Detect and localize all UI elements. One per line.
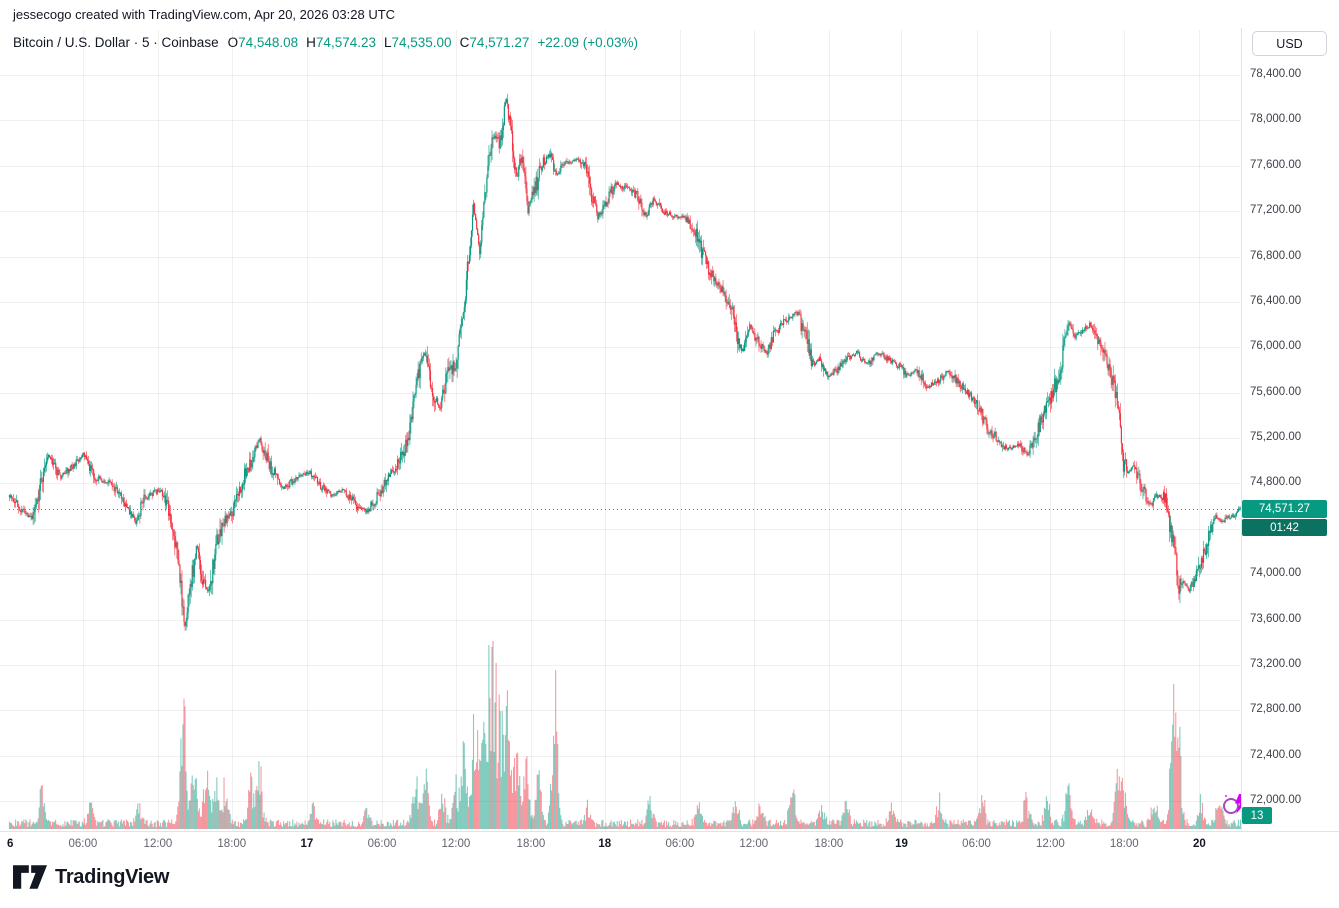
price-tick-label: 73,600.00	[1250, 612, 1302, 625]
low-value: L74,535.00	[384, 35, 452, 50]
time-tick-label: 18:00	[1109, 838, 1139, 850]
price-tick-label: 72,800.00	[1250, 703, 1302, 716]
high-number: 74,574.23	[315, 35, 376, 50]
price-tick-label: 75,200.00	[1250, 431, 1302, 443]
change-value: +22.09 (+0.03%)	[537, 35, 638, 50]
price-tick-label: 78,000.00	[1250, 113, 1302, 126]
low-number: 74,535.00	[391, 35, 452, 50]
price-tick-label: 74,800.00	[1250, 476, 1302, 489]
time-tick-label: 18:00	[217, 838, 247, 850]
attribution-text: jessecogo created with TradingView.com, …	[13, 7, 396, 22]
time-axis[interactable]: 6 06:00 12:00 18:00 17 06:00 12:00 18:00 18 06:00…	[0, 831, 1339, 858]
price-tick-label: 77,200.00	[1250, 204, 1302, 217]
close-value: C74,571.27	[460, 35, 530, 50]
price-tick-label: 77,600.00	[1250, 158, 1302, 171]
last-price-label: 74,571.27	[1242, 500, 1327, 519]
price-tick-label: 76,400.00	[1250, 294, 1302, 307]
close-label: C	[459, 35, 470, 50]
tradingview-logo-text: TradingView	[55, 865, 170, 888]
time-tick-label: 06:00	[367, 838, 397, 850]
bar-countdown-label: 01:42	[1242, 519, 1327, 537]
price-tick-label: 72,000.00	[1250, 794, 1302, 806]
time-tick-label: 12:00	[143, 838, 173, 850]
open-number: 74,548.08	[238, 35, 299, 50]
high-value: H74,574.23	[306, 35, 376, 50]
price-tick-label: 78,400.00	[1250, 68, 1302, 80]
time-tick-label: 6	[7, 838, 14, 850]
chart-header: Bitcoin / U.S. Dollar · 5 · Coinbase O74…	[13, 35, 638, 50]
time-tick-label: 12:00	[739, 838, 769, 850]
ohlc-values: O74,548.08 H74,574.23 L74,535.00 C74,571…	[228, 35, 638, 50]
time-tick-label: 12:00	[441, 838, 471, 850]
tradingview-logo-icon	[13, 865, 47, 889]
symbol-title[interactable]: Bitcoin / U.S. Dollar · 5 · Coinbase	[13, 35, 219, 50]
time-tick-label: 18	[598, 838, 612, 850]
low-label: L	[383, 35, 392, 50]
time-tick-label: 06:00	[962, 838, 991, 850]
time-tick-label: 19	[895, 838, 908, 850]
time-tick-label: 12:00	[1036, 838, 1065, 850]
price-tick-label: 76,800.00	[1250, 249, 1302, 262]
time-tick-label: 06:00	[68, 838, 98, 850]
high-label: H	[306, 35, 316, 50]
currency-usd-button[interactable]: USD	[1252, 31, 1327, 56]
price-tick-label: 73,200.00	[1250, 657, 1302, 670]
price-axis[interactable]: 74,571.27 01:42 13 78,400.00 78,000.00 77,…	[1241, 28, 1339, 855]
price-tick-label: 72,400.00	[1250, 748, 1302, 761]
open-value: O74,548.08	[228, 35, 299, 50]
close-number: 74,571.27	[469, 35, 530, 50]
time-tick-label: 17	[300, 838, 314, 850]
volume-value-label: 13	[1242, 807, 1272, 824]
price-tick-label: 74,000.00	[1250, 567, 1302, 580]
price-tick-label: 76,000.00	[1250, 340, 1302, 353]
tradingview-logo[interactable]: TradingView	[13, 865, 169, 889]
time-tick-label: 18:00	[814, 838, 844, 850]
price-tick-label: 75,600.00	[1250, 385, 1302, 398]
time-tick-label: 06:00	[665, 838, 695, 850]
time-tick-label: 18:00	[516, 838, 546, 850]
open-label: O	[227, 35, 239, 50]
time-tick-label: 20	[1192, 838, 1206, 850]
